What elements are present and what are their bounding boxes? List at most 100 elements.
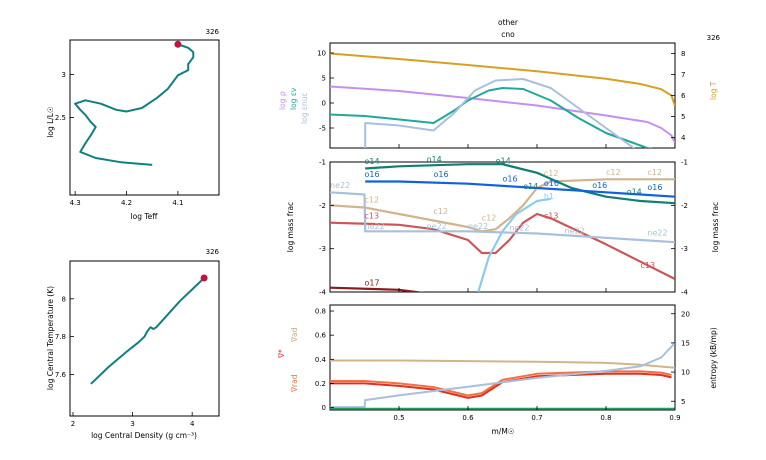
abundance-label-ne22: ne22 <box>647 229 667 238</box>
profile-top-lines <box>330 52 675 148</box>
profile-bot-ylabel-rad: ∇rad <box>290 374 299 393</box>
hr-ticks: 4.3 4.2 4.1 3 2.5 <box>55 71 184 207</box>
abundance-label-c13: c13 <box>365 211 380 220</box>
profile-bot-xlabel: m/M☉ <box>491 427 514 436</box>
abundance-label-o14: o14 <box>427 155 442 164</box>
profile-mid-ticks: -1 -2 -3 -4 -1 -2 -3 -4 <box>319 159 689 297</box>
hr-model-number: 326 <box>206 28 220 36</box>
profile_bot-series-2 <box>330 372 672 399</box>
hr-series-0 <box>74 43 195 166</box>
profile-top-panel: 10 5 0 -5 8 7 6 5 4 log ρ log εν log εnuc log T <box>278 42 718 149</box>
abundance-label-o14: o14 <box>365 157 380 166</box>
profile_mid-series-o16 <box>365 180 675 198</box>
profile-title: other <box>498 18 519 27</box>
central-ytick-label: 8 <box>62 295 66 303</box>
abundance-label-o16: o16 <box>503 175 518 184</box>
profile_top-series-3 <box>364 78 636 148</box>
central-panel: 326 log Central Density (g cm⁻³) log Cen… <box>46 248 220 440</box>
hr-ytick-label: 3 <box>62 71 66 79</box>
profile-bot-ylabel-right: entropy (kB/mp) <box>709 327 718 388</box>
profile-mid-ylabel-left: log mass frac <box>286 202 295 252</box>
abundance-label-o16: o16 <box>592 181 607 190</box>
profile-bot-panel: 0.5 0.6 0.7 0.8 0.9 0.8 0.6 0.4 0.2 0 20 15 10 5 m/M☉… <box>277 304 718 436</box>
profile_mid-ytick-right-label: -3 <box>681 245 688 253</box>
abundance-label-c13: c13 <box>641 261 656 270</box>
hr-frame <box>69 39 220 196</box>
abundance-label-o17: o17 <box>365 279 380 288</box>
profile_top-ytick-label: 0 <box>322 100 326 108</box>
profile_top-ytick-right-label: 5 <box>681 113 685 121</box>
hr-diagram-panel: 326 log Teff log L/L☉ 4.3 4.2 4.1 3 2.5 <box>46 28 220 221</box>
profile-subtitle: cno <box>501 30 515 39</box>
profile_top-ytick-right-label: 8 <box>681 50 685 58</box>
central-ytick-label: 7.8 <box>55 333 66 341</box>
profile-bot-frame <box>329 304 676 411</box>
abundance-label-c12: c12 <box>365 195 380 204</box>
profile_top-series-0 <box>330 52 675 107</box>
abundance-label-c12: c12 <box>544 169 559 178</box>
profile_bot-xtick-label: 0.5 <box>393 414 404 422</box>
central-series-0 <box>90 277 205 385</box>
profile_bot-series-1 <box>330 370 672 397</box>
profile-bot-lines <box>330 342 675 410</box>
abundance-label-c13: c13 <box>544 211 559 220</box>
profile-model-number: 326 <box>707 34 721 42</box>
abundance-label-ne22: ne22 <box>509 223 529 232</box>
profile-bot-ticks: 0.5 0.6 0.7 0.8 0.9 0.8 0.6 0.4 0.2 0 20 15 10 5 <box>315 308 690 422</box>
abundance-label-o16: o16 <box>365 170 380 179</box>
profile-top-ticks: 10 5 0 -5 8 7 6 5 4 <box>317 50 686 148</box>
profile_mid-ytick-right-label: -1 <box>681 159 688 167</box>
abundance-label-ne22: ne22 <box>427 222 447 231</box>
profile-bot-ylabel-ad: ∇ad <box>290 327 299 343</box>
central-current-model-marker <box>200 274 208 282</box>
central-xtick-label: 2 <box>71 420 75 428</box>
profile_bot-xtick-label: 0.8 <box>600 414 611 422</box>
abundance-label-o14: o14 <box>627 188 642 197</box>
abundance-label-ne22: ne22 <box>565 227 585 236</box>
profile_top-ytick-label: 5 <box>322 75 326 83</box>
profile_bot-ytick-right-label: 15 <box>681 339 690 347</box>
profile_mid-series-ne22 <box>330 191 675 244</box>
central-model-number: 326 <box>206 248 220 256</box>
profile-top-ylabel-eps-nuc: log εnuc <box>300 92 309 124</box>
central-xtick-label: 4 <box>190 420 195 428</box>
hr-ytick-label: 2.5 <box>55 114 66 122</box>
profile-mid-frame <box>329 161 676 293</box>
profile_bot-ytick-label: 0.8 <box>315 308 326 316</box>
profile_mid-ytick-label: -3 <box>319 245 326 253</box>
abundance-label-c12: c12 <box>647 168 662 177</box>
hr-lines <box>74 40 195 166</box>
central-frame <box>69 260 220 417</box>
profile_mid-ytick-right-label: -4 <box>681 289 689 297</box>
profile-top-ylabel-rho: log ρ <box>278 91 287 110</box>
hr-xtick-label: 4.3 <box>70 199 81 207</box>
abundance-label-o16: o16 <box>434 170 449 179</box>
abundance-label-ne22: ne22 <box>365 222 385 231</box>
central-xtick-label: 3 <box>130 420 134 428</box>
hr-current-model-marker <box>174 40 182 48</box>
central-ytick-label: 7.6 <box>55 371 67 379</box>
abundance-label-o14: o14 <box>496 156 511 165</box>
profile_bot-ytick-right-label: 10 <box>681 369 690 377</box>
abundance-label-o16: o16 <box>544 179 559 188</box>
central-xlabel: log Central Density (g cm⁻³) <box>91 431 197 440</box>
profile-top-frame <box>329 42 676 149</box>
profile-mid-ylabel-right: log mass frac <box>711 202 720 252</box>
profile-top-ylabel-right: log T <box>709 81 718 100</box>
profile_bot-xtick-label: 0.9 <box>669 414 680 422</box>
profile_bot-series-0 <box>330 359 675 369</box>
profile_mid-series-o14 <box>365 163 675 205</box>
central-lines <box>90 274 208 385</box>
abundance-label-ne22: ne22 <box>468 222 488 231</box>
profile_top-ytick-label: -5 <box>319 125 326 133</box>
profile-top-ylabel-eps-nu: log εν <box>289 88 298 110</box>
abundance-label-ne22: ne22 <box>330 181 350 190</box>
profile_top-ytick-right-label: 6 <box>681 92 686 100</box>
profile_bot-series-3 <box>330 342 675 409</box>
abundance-label-h1: h1 <box>544 192 554 201</box>
profile_top-ytick-label: 10 <box>317 50 326 58</box>
profile_bot-ytick-right-label: 20 <box>681 310 690 318</box>
profile_bot-ytick-label: 0.4 <box>315 356 327 364</box>
